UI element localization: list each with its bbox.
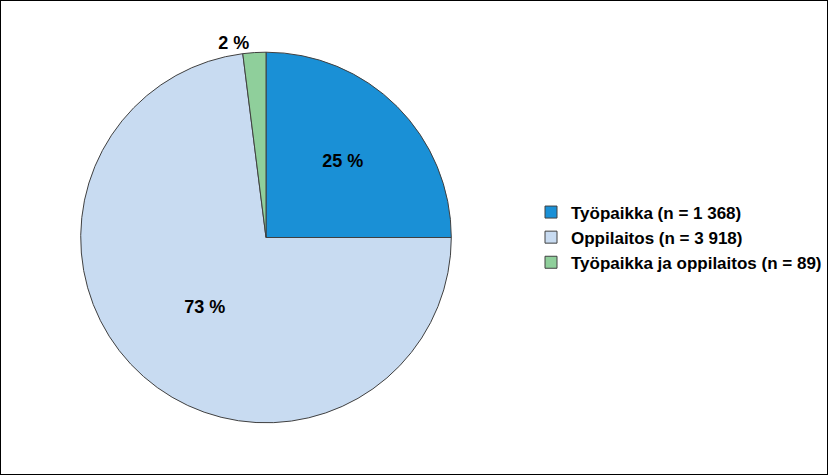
svg-text:73 %: 73 % (184, 297, 225, 317)
svg-text:Oppilaitos (n = 3 918): Oppilaitos (n = 3 918) (571, 229, 742, 248)
svg-text:Työpaikka ja oppilaitos (n = 8: Työpaikka ja oppilaitos (n = 89) (571, 254, 822, 273)
svg-text:Työpaikka (n = 1 368): Työpaikka (n = 1 368) (571, 204, 741, 223)
svg-text:2 %: 2 % (218, 33, 249, 53)
svg-text:25 %: 25 % (322, 151, 363, 171)
